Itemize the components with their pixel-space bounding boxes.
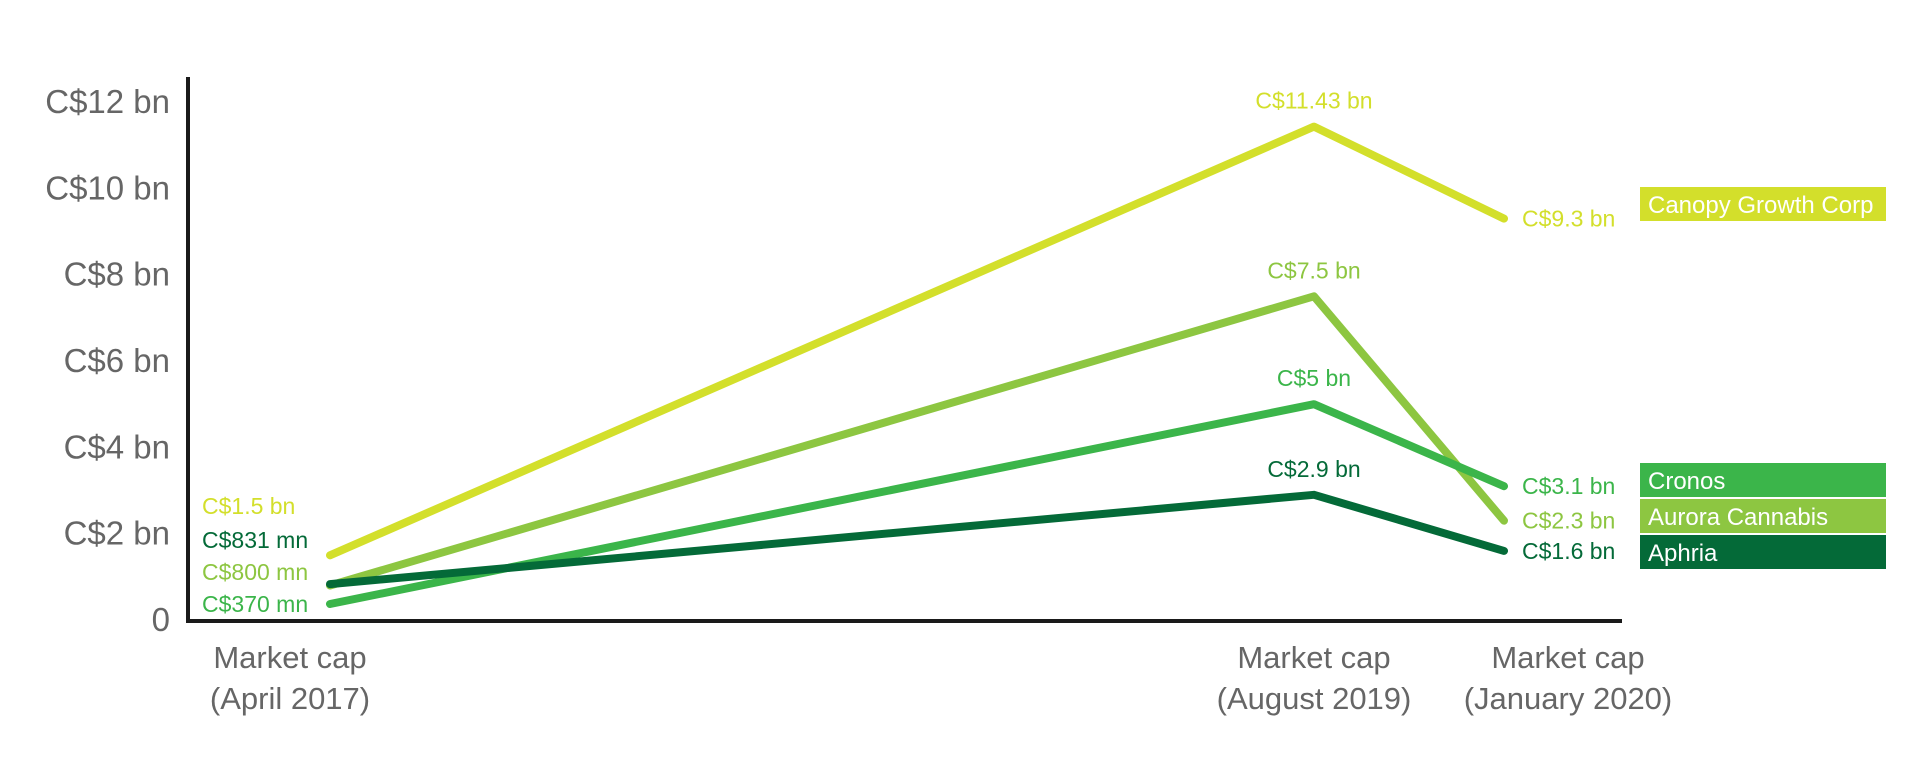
x-tick-label: Market cap (1491, 640, 1644, 675)
data-label: C$370 mn (202, 591, 308, 617)
legend-swatch (1640, 499, 1886, 533)
data-label: C$5 bn (1277, 365, 1351, 391)
data-labels: C$1.5 bn C$11.43 bn C$9.3 bn C$800 mn C$7.5 … (202, 88, 1615, 617)
legend-swatch (1640, 187, 1886, 221)
x-tick-labels: Market cap (April 2017) Market cap (August … (210, 640, 1672, 716)
data-label: C$7.5 bn (1267, 257, 1360, 283)
series-line-aphria (326, 490, 1508, 589)
data-label: C$2.3 bn (1522, 508, 1615, 534)
legend-label: Aurora Cannabis (1648, 504, 1828, 531)
legend-swatch (1640, 463, 1886, 497)
legend-label: Cronos (1648, 468, 1725, 495)
data-label: C$1.5 bn (202, 493, 295, 519)
data-label: C$9.3 bn (1522, 206, 1615, 232)
y-tick-labels: 0 C$2 bn C$4 bn C$6 bn C$8 bn C$10 bn C$12 bn (45, 83, 170, 638)
x-tick-label: (August 2019) (1217, 681, 1412, 716)
y-tick-label: C$8 bn (64, 256, 170, 293)
x-tick-label: Market cap (213, 640, 366, 675)
data-label: C$831 mn (202, 527, 308, 553)
legend-label: Canopy Growth Corp (1648, 192, 1873, 219)
data-label: C$2.9 bn (1267, 456, 1360, 482)
x-tick-label: (April 2017) (210, 681, 370, 716)
series-line-aurora-cannabis (326, 292, 1508, 590)
data-label: C$800 mn (202, 559, 308, 585)
data-label: C$3.1 bn (1522, 473, 1615, 499)
legend-swatch (1640, 535, 1886, 569)
y-tick-label: C$4 bn (64, 428, 170, 465)
y-tick-label: C$6 bn (64, 342, 170, 379)
x-tick-label: (January 2020) (1464, 681, 1673, 716)
data-label: C$11.43 bn (1255, 88, 1372, 114)
y-tick-label: C$12 bn (45, 83, 170, 120)
y-tick-label: C$10 bn (45, 169, 170, 206)
series-line-cronos (326, 400, 1508, 608)
series-lines (326, 122, 1508, 608)
y-tick-label: C$2 bn (64, 515, 170, 552)
series-line-canopy-growth-corp (326, 122, 1508, 560)
y-tick-label: 0 (152, 601, 170, 638)
legend: Canopy Growth Corp Aurora Cannabis Cronos A… (1640, 187, 1886, 569)
x-tick-label: Market cap (1237, 640, 1390, 675)
data-label: C$1.6 bn (1522, 538, 1615, 564)
legend-label: Aphria (1648, 540, 1718, 567)
